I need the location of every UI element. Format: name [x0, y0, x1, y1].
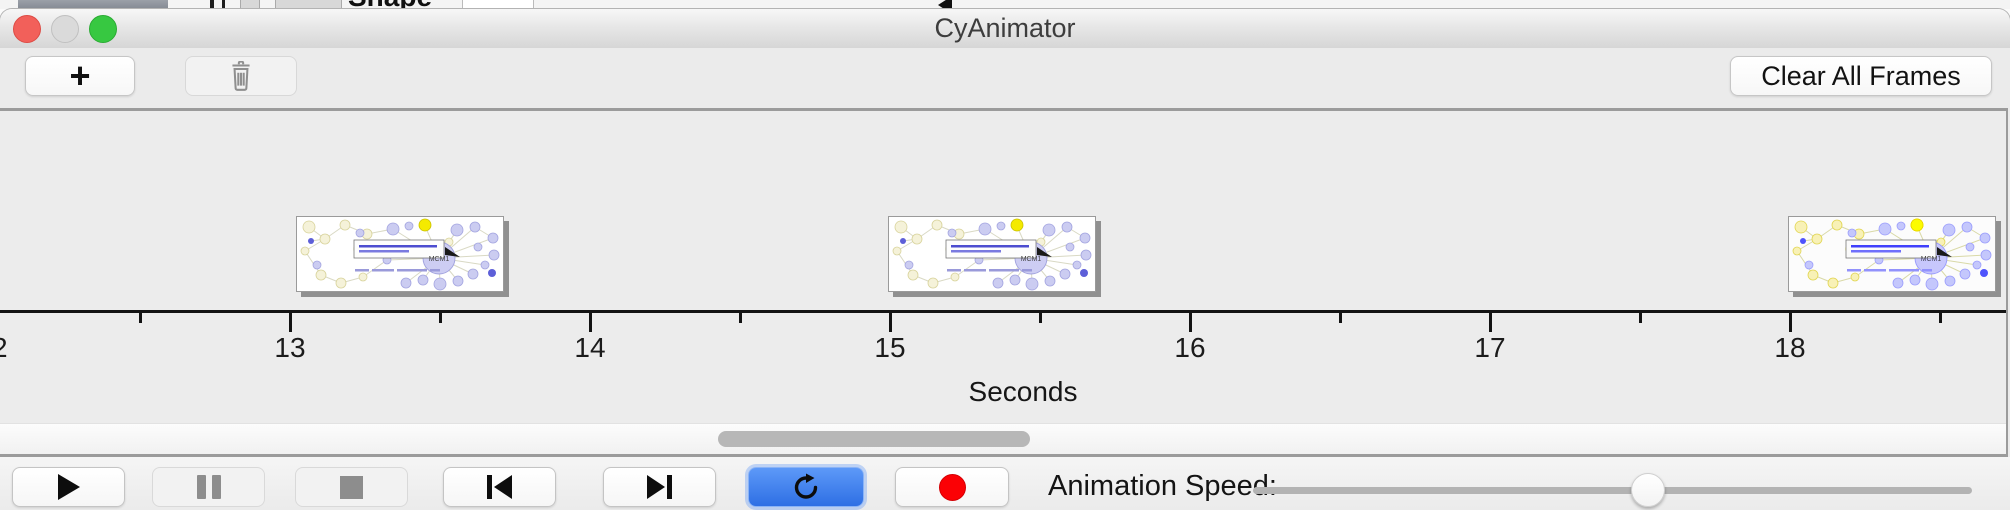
- skip-to-end-button[interactable]: [603, 467, 716, 507]
- background-fragment: [18, 0, 168, 9]
- axis-major-tick: [289, 313, 292, 332]
- timeline-panel[interactable]: 12 13 14 15 16 17 18 Seconds: [0, 108, 2008, 457]
- animation-speed-slider-thumb[interactable]: [1631, 473, 1665, 507]
- trash-icon: [232, 61, 250, 91]
- axis-tick-label: 16: [1174, 332, 1206, 363]
- loop-icon: [794, 473, 818, 499]
- skip-to-end-icon: [647, 475, 672, 499]
- pause-button[interactable]: [152, 467, 265, 507]
- axis-minor-tick: [1339, 313, 1342, 323]
- skip-to-start-icon: [487, 475, 512, 499]
- titlebar[interactable]: CyAnimator: [0, 9, 2010, 49]
- window-controls: [13, 15, 117, 43]
- time-axis: [0, 310, 2006, 313]
- transport-bar: Animation Speed:: [0, 457, 2010, 510]
- timeline-scrollbar-track[interactable]: [0, 423, 2006, 454]
- background-triangle-fragment: [938, 0, 952, 9]
- skip-to-start-button[interactable]: [443, 467, 556, 507]
- zoom-button[interactable]: [89, 15, 117, 43]
- plus-icon: +: [69, 55, 91, 96]
- stop-icon: [340, 475, 363, 499]
- axis-minor-tick: [739, 313, 742, 323]
- background-shape-text: Shape: [348, 0, 432, 9]
- minimize-button[interactable]: [51, 15, 79, 43]
- background-fragment: [210, 0, 214, 9]
- animation-speed-label: Animation Speed:: [1048, 470, 1277, 502]
- timeline-scrollbar-thumb[interactable]: [718, 431, 1030, 447]
- frame-thumbnail[interactable]: [888, 216, 1096, 292]
- clear-all-frames-button[interactable]: Clear All Frames: [1730, 56, 1992, 96]
- axis-tick-label: 17: [1474, 332, 1506, 363]
- axis-major-tick: [1189, 313, 1192, 332]
- window-title: CyAnimator: [934, 13, 1076, 43]
- frame-thumbnail[interactable]: [1788, 216, 1996, 292]
- background-fragment: [275, 0, 342, 9]
- close-button[interactable]: [13, 15, 41, 43]
- background-app-strip: Shape: [0, 0, 2010, 9]
- stop-button[interactable]: [295, 467, 408, 507]
- axis-minor-tick: [1939, 313, 1942, 323]
- clear-all-frames-label: Clear All Frames: [1761, 60, 1961, 91]
- background-fragment: [222, 0, 225, 9]
- delete-frame-button[interactable]: [185, 56, 297, 96]
- axis-minor-tick: [439, 313, 442, 323]
- axis-minor-tick: [139, 313, 142, 323]
- record-icon: [938, 473, 966, 501]
- axis-tick-label: 14: [574, 332, 606, 363]
- axis-minor-tick: [1639, 313, 1642, 323]
- frame-thumbnail[interactable]: [296, 216, 504, 292]
- axis-tick-label-12-clipped: 12: [0, 332, 8, 364]
- record-button[interactable]: [895, 467, 1009, 507]
- axis-tick-label: 18: [1774, 332, 1806, 363]
- background-fragment: [462, 0, 534, 9]
- axis-major-tick: [1789, 313, 1792, 332]
- play-icon: [57, 474, 80, 500]
- add-frame-button[interactable]: +: [25, 56, 135, 96]
- animation-speed-slider-track[interactable]: [1253, 487, 1972, 494]
- axis-major-tick: [1489, 313, 1492, 332]
- axis-tick-label: 15: [874, 332, 906, 363]
- cyanimator-window: CyAnimator + Clear A: [0, 9, 2010, 510]
- play-button[interactable]: [12, 467, 125, 507]
- axis-major-tick: [589, 313, 592, 332]
- loop-button[interactable]: [748, 467, 864, 507]
- axis-minor-tick: [1039, 313, 1042, 323]
- background-fragment: [240, 0, 260, 9]
- axis-tick-label: 13: [274, 332, 306, 363]
- axis-caption: Seconds: [968, 376, 1078, 407]
- axis-major-tick: [889, 313, 892, 332]
- frame-toolbar: + Clear All Frames: [0, 48, 2010, 108]
- pause-icon: [194, 475, 224, 499]
